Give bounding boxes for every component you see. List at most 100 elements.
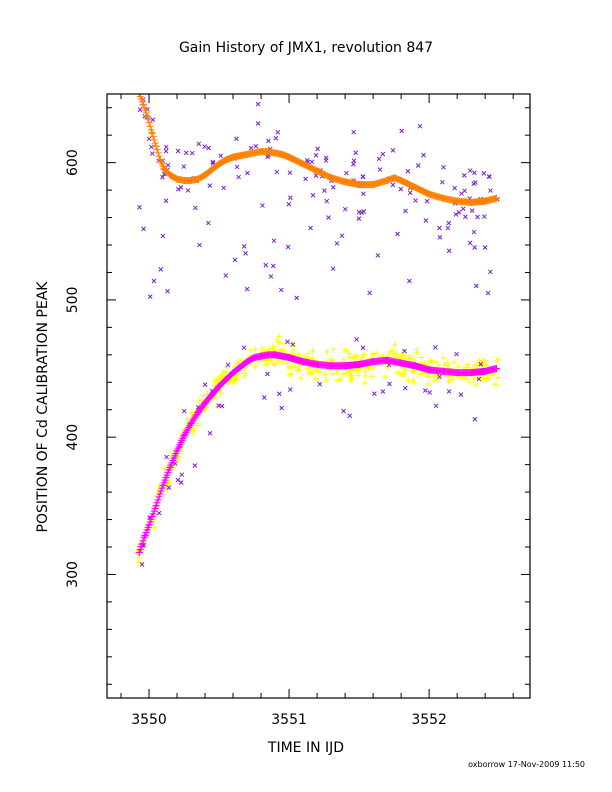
chart-title: Gain History of JMX1, revolution 847 <box>179 40 433 56</box>
high-data-point <box>473 283 479 289</box>
y-tick-label: 600 <box>65 149 81 176</box>
high-data-point <box>290 342 296 347</box>
high-data-point <box>294 295 300 301</box>
high-data-point <box>313 152 319 158</box>
high-data-point <box>202 144 207 149</box>
high-data-point <box>178 185 184 190</box>
high-data-point <box>166 485 172 491</box>
low-data-point <box>493 357 500 364</box>
low-fit-marker-node <box>141 532 149 540</box>
high-fit-marker-node <box>135 94 143 98</box>
low-data-point <box>231 380 238 387</box>
low-data-point <box>471 375 478 382</box>
x-tick-label: 3550 <box>131 712 167 728</box>
low-data-point <box>413 349 420 356</box>
high-data-point <box>323 158 329 163</box>
low-data-point <box>352 354 359 361</box>
low-fit-marker-node <box>250 354 258 362</box>
low-data-point <box>322 371 329 378</box>
low-data-point <box>440 354 447 361</box>
low-data-point <box>283 360 290 367</box>
low-data-point <box>407 356 414 363</box>
low-data-point <box>213 379 220 386</box>
high-data-point <box>151 278 157 284</box>
high-data-point <box>342 206 348 212</box>
high-data-point <box>437 374 442 379</box>
high-data-point <box>467 168 473 173</box>
low-fit-marker-node <box>278 352 286 360</box>
high-fit-marker-node <box>229 153 237 161</box>
high-fit-marker-node <box>453 197 461 205</box>
high-data-point <box>158 267 164 272</box>
high-data-point <box>367 290 373 296</box>
low-data-point <box>161 465 168 472</box>
high-data-point <box>472 416 478 422</box>
high-data-point <box>481 171 487 176</box>
high-data-point <box>192 463 198 468</box>
high-data-point <box>160 233 166 239</box>
high-data-point <box>181 164 187 169</box>
high-data-point <box>210 159 216 165</box>
low-fit-marker-node <box>467 369 475 377</box>
high-fit-marker-node <box>166 171 174 179</box>
high-data-point <box>417 123 423 129</box>
high-data-point <box>165 288 170 294</box>
low-data-point <box>252 346 259 353</box>
high-fit-marker-node <box>492 194 500 202</box>
low-data-point <box>348 375 355 382</box>
high-data-point <box>149 144 154 150</box>
high-data-point <box>375 253 381 258</box>
high-data-point <box>482 214 487 219</box>
fit-layer <box>135 94 500 556</box>
low-data-point <box>355 372 362 379</box>
low-fit-marker <box>183 427 191 435</box>
high-data-point <box>189 150 195 156</box>
high-data-point <box>265 371 270 377</box>
high-data-point <box>141 226 146 232</box>
y-tick-label: 500 <box>65 287 81 314</box>
high-data-point <box>255 121 261 126</box>
low-fit-marker <box>184 425 192 433</box>
low-data-point <box>418 354 425 361</box>
high-data-point <box>266 138 271 144</box>
high-data-point <box>387 381 392 387</box>
high-data-point <box>482 245 488 250</box>
high-data-point <box>453 212 459 217</box>
low-data-point <box>432 373 439 380</box>
low-data-point <box>370 364 377 371</box>
low-fit-marker <box>139 537 147 545</box>
low-fit-marker-node <box>138 540 146 548</box>
high-data-point <box>207 183 213 189</box>
high-data-point <box>164 454 169 460</box>
high-fit-marker-node <box>187 176 195 184</box>
low-data-point <box>305 370 312 377</box>
footer-credit: oxborrow 17-Nov-2009 11:50 <box>468 760 585 769</box>
high-data-point <box>309 159 315 165</box>
high-data-point <box>433 403 439 409</box>
low-data-point <box>189 430 196 437</box>
high-data-point <box>460 206 466 212</box>
high-data-point <box>218 153 224 159</box>
high-data-point <box>354 337 359 342</box>
high-fit-marker <box>153 146 161 154</box>
high-data-point <box>330 266 336 272</box>
low-fit-marker <box>156 490 164 498</box>
high-data-point <box>270 263 276 269</box>
low-fit-marker-node <box>135 548 143 556</box>
high-data-point <box>303 176 308 182</box>
low-fit-marker-node <box>439 367 447 375</box>
high-fit-marker-node <box>278 150 286 158</box>
low-fit-marker-node <box>236 363 244 371</box>
high-fit-marker-node <box>173 175 181 183</box>
high-data-point <box>472 245 478 250</box>
high-data-point <box>285 339 290 345</box>
low-fit-marker-node <box>453 369 461 377</box>
high-data-point <box>163 144 169 150</box>
high-fit-marker <box>142 109 150 117</box>
low-data-point <box>288 371 295 378</box>
high-data-point <box>376 156 382 162</box>
low-data-point <box>263 361 270 368</box>
high-data-point <box>353 150 359 156</box>
high-data-point <box>377 167 383 172</box>
high-data-point <box>287 387 293 392</box>
